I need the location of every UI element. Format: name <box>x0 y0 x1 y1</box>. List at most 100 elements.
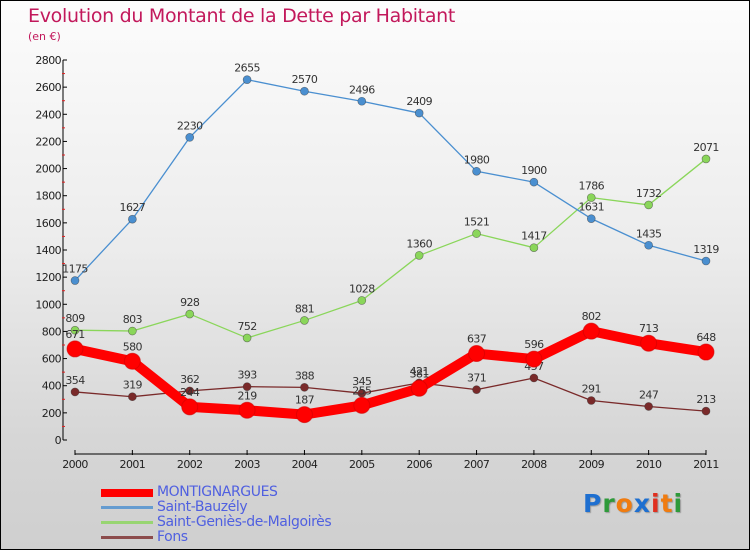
y-tick-label: 1400 <box>35 244 61 257</box>
proxiti-logo: Proxiti <box>583 489 683 518</box>
chart-subtitle: (en €) <box>28 30 61 43</box>
data-label: 247 <box>639 388 659 401</box>
y-tick-label: 2000 <box>35 163 61 176</box>
x-tick-label: 2006 <box>406 458 432 471</box>
data-point <box>472 166 481 176</box>
data-point <box>238 401 256 419</box>
data-point <box>582 322 600 340</box>
x-tick-label: 2002 <box>177 458 203 471</box>
legend-item: MONTIGNARGUES <box>101 485 331 500</box>
data-label: 802 <box>582 310 601 323</box>
data-point <box>185 133 195 142</box>
data-label: 809 <box>65 312 85 325</box>
y-tick-label: 2800 <box>35 54 61 67</box>
data-point <box>640 334 658 352</box>
data-label: 1900 <box>521 164 547 177</box>
data-label: 1175 <box>62 263 88 276</box>
legend-item: Fons <box>101 530 331 545</box>
data-point <box>242 75 252 84</box>
data-label: 255 <box>352 384 372 397</box>
series-line-montignargues <box>73 326 707 420</box>
legend-swatch <box>101 488 153 497</box>
y-tick-label: 400 <box>42 380 62 393</box>
data-label: 803 <box>123 313 143 326</box>
data-label: 187 <box>295 394 315 407</box>
data-point <box>128 392 137 402</box>
data-label: 421 <box>410 365 429 378</box>
data-point <box>410 379 428 397</box>
legend-swatch <box>101 536 153 539</box>
data-label: 393 <box>237 369 257 382</box>
legend-item: Saint-Bauzély <box>101 500 331 515</box>
y-tick-label: 2200 <box>35 135 61 148</box>
y-tick-label: 200 <box>42 407 62 420</box>
data-label: 1980 <box>464 153 490 166</box>
data-label: 371 <box>467 372 486 385</box>
data-label: 2230 <box>177 119 203 132</box>
data-label: 2570 <box>292 73 318 86</box>
data-point <box>70 325 80 335</box>
data-point <box>472 385 481 394</box>
data-point <box>525 350 543 368</box>
data-label: 2496 <box>349 83 375 96</box>
chart-title: Evolution du Montant de la Dette par Hab… <box>28 5 456 27</box>
data-point <box>70 276 80 285</box>
data-point <box>701 256 711 266</box>
logo-letter: i <box>651 489 661 518</box>
data-point <box>586 193 596 202</box>
y-tick-label: 0 <box>55 434 62 447</box>
data-label: 2409 <box>406 95 432 108</box>
legend-label: Saint-Geniès-de-Malgoirès <box>157 514 332 530</box>
x-tick-label: 2003 <box>234 458 260 471</box>
data-label: 713 <box>639 322 659 335</box>
data-label: 1786 <box>578 180 604 193</box>
data-label: 388 <box>295 369 315 382</box>
data-point <box>701 406 711 416</box>
data-point <box>295 406 313 424</box>
data-point <box>357 296 367 305</box>
data-point <box>242 333 252 343</box>
y-tick-label: 800 <box>42 325 62 338</box>
legend-label: Fons <box>157 529 188 545</box>
x-tick-label: 2004 <box>292 458 318 471</box>
legend-swatch <box>101 521 153 524</box>
data-label: 1631 <box>578 201 604 214</box>
data-label: 1319 <box>693 243 719 256</box>
data-label: 580 <box>123 340 143 353</box>
data-label: 596 <box>524 338 544 351</box>
data-point <box>185 309 195 319</box>
data-label: 1360 <box>406 237 432 250</box>
data-point <box>468 345 486 363</box>
data-point <box>300 383 309 392</box>
data-label: 752 <box>237 320 256 333</box>
data-label: 2655 <box>234 62 260 75</box>
x-tick-label: 2010 <box>636 458 662 471</box>
data-label: 291 <box>582 383 601 396</box>
data-point <box>586 396 596 405</box>
data-label: 381 <box>410 367 429 380</box>
data-point <box>414 251 424 260</box>
y-tick-label: 2600 <box>35 81 61 94</box>
data-point <box>357 96 367 106</box>
data-label: 219 <box>237 389 257 402</box>
data-point <box>586 214 596 223</box>
series-line-saint-bauz-ly <box>74 79 707 281</box>
data-label: 213 <box>696 393 716 406</box>
data-label: 1028 <box>349 282 375 295</box>
data-point <box>66 340 84 358</box>
y-tick-label: 600 <box>42 353 62 366</box>
data-point <box>701 154 711 164</box>
data-point <box>529 243 539 252</box>
data-point <box>697 343 715 361</box>
y-tick-label: 1000 <box>35 298 61 311</box>
series-line-saint-geni-s-de-malgoir-s <box>74 158 707 339</box>
data-label: 345 <box>352 375 372 388</box>
data-point <box>529 177 539 187</box>
logo-letter: i <box>673 489 684 518</box>
legend-swatch <box>101 506 153 509</box>
data-point <box>644 200 653 210</box>
logo-letter: t <box>660 489 674 518</box>
y-tick-label: 1800 <box>35 190 61 203</box>
data-point <box>185 386 195 396</box>
